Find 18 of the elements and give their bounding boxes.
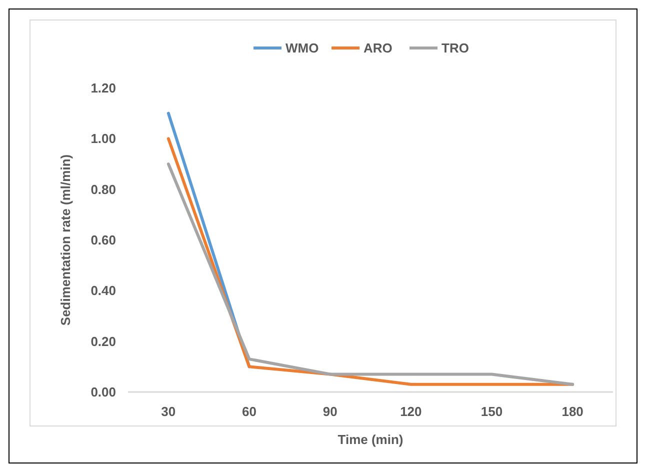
x-tick-label: 150 bbox=[480, 404, 503, 419]
x-axis-title: Time (min) bbox=[338, 432, 404, 447]
legend-label: ARO bbox=[364, 40, 392, 56]
y-tick-label: 0.00 bbox=[90, 384, 116, 400]
legend-label: TRO bbox=[442, 40, 469, 56]
y-axis-title: Sedimentation rate (ml/min) bbox=[58, 154, 73, 326]
x-tick-label: 30 bbox=[161, 404, 176, 419]
x-tick-label: 90 bbox=[322, 404, 338, 419]
y-tick-label: 1.00 bbox=[90, 131, 116, 146]
y-tick-label: 1.20 bbox=[90, 80, 116, 96]
y-tick-label: 0.80 bbox=[90, 182, 116, 197]
legend-label: WMO bbox=[286, 40, 319, 56]
y-tick-label: 0.20 bbox=[90, 334, 116, 349]
y-tick-label: 0.40 bbox=[90, 283, 116, 298]
y-tick-label: 0.60 bbox=[90, 232, 116, 248]
x-tick-label: 180 bbox=[562, 404, 584, 419]
x-tick-label: 120 bbox=[400, 404, 422, 419]
x-tick-label: 60 bbox=[242, 404, 256, 419]
